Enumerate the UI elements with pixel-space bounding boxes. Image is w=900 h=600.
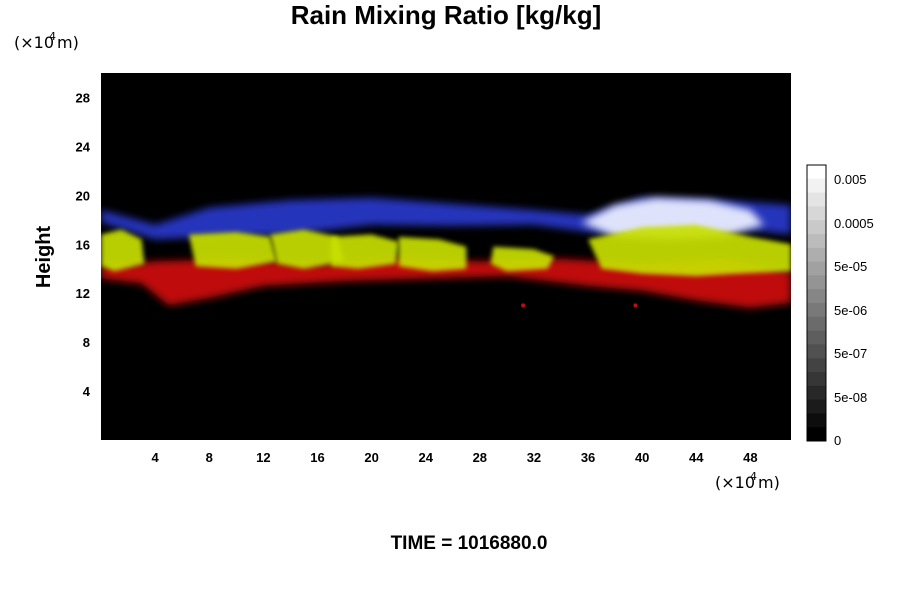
colorbar-level — [807, 192, 826, 207]
colorbar-level — [807, 289, 826, 304]
y-tick-label: 12 — [76, 286, 90, 301]
y-tick-labels: 4 8 12 16 20 24 28 — [76, 90, 91, 399]
colorbar-level — [807, 399, 826, 414]
yellow-rain-band — [270, 229, 345, 269]
yellow-rain-band — [188, 232, 277, 269]
colorbar-label: 5e-08 — [834, 390, 867, 405]
yellow-rain-band — [588, 224, 791, 277]
colorbar-level — [807, 165, 826, 180]
y-unit-prefix: (×10 — [14, 33, 54, 52]
colorbar-labels: 0.005 0.0005 5e-05 5e-06 5e-07 5e-08 0 — [834, 172, 874, 448]
colorbar-level — [807, 344, 826, 359]
x-tick-label: 28 — [473, 450, 487, 465]
colorbar-level — [807, 372, 826, 387]
colorbar-label: 5e-07 — [834, 346, 867, 361]
colorbar-level — [807, 427, 826, 442]
x-unit-exponent: 4 — [750, 470, 757, 483]
colorbar-level — [807, 220, 826, 235]
x-tick-label: 12 — [256, 450, 270, 465]
y-tick-label: 24 — [76, 139, 91, 154]
x-tick-label: 40 — [635, 450, 649, 465]
y-tick-label: 28 — [76, 90, 90, 105]
colorbar-label: 5e-05 — [834, 259, 867, 274]
x-axis-unit: (×10 4 m) — [715, 470, 780, 492]
x-tick-labels: 4 8 12 16 20 24 28 32 36 40 44 48 — [152, 450, 758, 465]
colorbar-label: 0.0005 — [834, 216, 874, 231]
red-rain-band — [101, 258, 791, 308]
chart-title: Rain Mixing Ratio [kg/kg] — [291, 0, 602, 30]
colorbar-level — [807, 303, 826, 318]
x-tick-label: 32 — [527, 450, 541, 465]
x-tick-label: 36 — [581, 450, 595, 465]
yellow-rain-band — [331, 234, 399, 269]
colorbar-level — [807, 275, 826, 290]
x-unit-prefix: (×10 — [715, 473, 755, 492]
x-tick-label: 4 — [152, 450, 160, 465]
y-tick-label: 20 — [76, 188, 90, 203]
x-tick-label: 44 — [689, 450, 704, 465]
colorbar-level — [807, 247, 826, 263]
y-axis-label: Height — [33, 226, 55, 289]
colorbar-label: 0 — [834, 433, 841, 448]
y-unit-exponent: 4 — [49, 30, 56, 43]
colorbar-level — [807, 316, 826, 332]
y-axis-unit: (×10 4 m) — [14, 30, 79, 52]
colorbar-level — [807, 178, 826, 194]
yellow-rain-band — [398, 236, 467, 272]
rain-field — [101, 197, 791, 308]
colorbar-label: 0.005 — [834, 172, 867, 187]
red-rain-spot — [521, 303, 526, 308]
colorbar-level — [807, 330, 826, 345]
colorbar-level — [807, 206, 826, 221]
colorbar-level — [807, 261, 826, 276]
y-unit-suffix: m) — [57, 33, 79, 52]
x-unit-suffix: m) — [758, 473, 780, 492]
x-tick-label: 48 — [743, 450, 757, 465]
colorbar-level — [807, 358, 826, 373]
colorbar-level — [807, 413, 826, 428]
y-tick-label: 8 — [83, 335, 90, 350]
x-tick-label: 16 — [310, 450, 324, 465]
colorbar-frame — [806, 164, 827, 442]
yellow-rain-band — [101, 229, 145, 272]
colorbar-level — [807, 385, 826, 401]
white-rain-band — [581, 197, 764, 240]
yellow-rain-band — [490, 246, 555, 272]
colorbar-level — [807, 234, 826, 249]
time-label: TIME = 1016880.0 — [391, 533, 548, 554]
y-tick-label: 16 — [76, 237, 90, 252]
colorbar-label: 5e-06 — [834, 303, 867, 318]
colorbar — [806, 164, 827, 442]
red-rain-spot — [633, 303, 638, 308]
x-tick-label: 24 — [418, 450, 433, 465]
x-tick-label: 20 — [364, 450, 378, 465]
y-tick-label: 4 — [83, 384, 91, 399]
x-tick-label: 8 — [206, 450, 213, 465]
